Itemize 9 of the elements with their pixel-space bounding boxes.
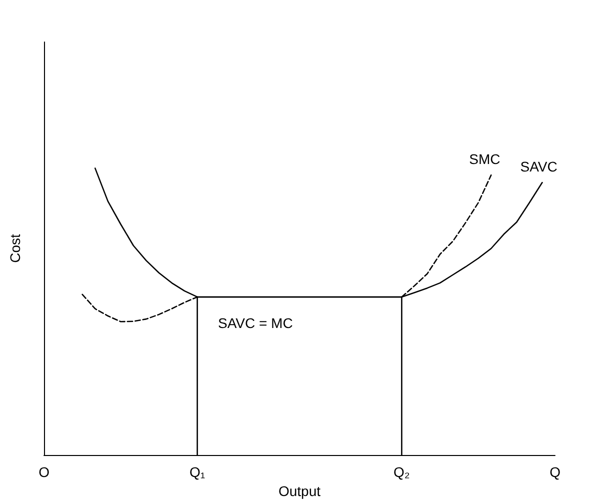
x-tick-label: O (38, 464, 50, 480)
x-axis-title: Output (278, 482, 321, 499)
series-label: SMC (469, 151, 500, 168)
x-tick-label: Q₁ (189, 464, 206, 480)
y-axis-title: Cost (7, 234, 23, 263)
series-label: SAVC (520, 158, 558, 175)
x-tick-label: Q (550, 464, 561, 480)
annotation: SAVC = MC (218, 315, 293, 331)
x-tick-label: Q₂ (394, 464, 410, 480)
